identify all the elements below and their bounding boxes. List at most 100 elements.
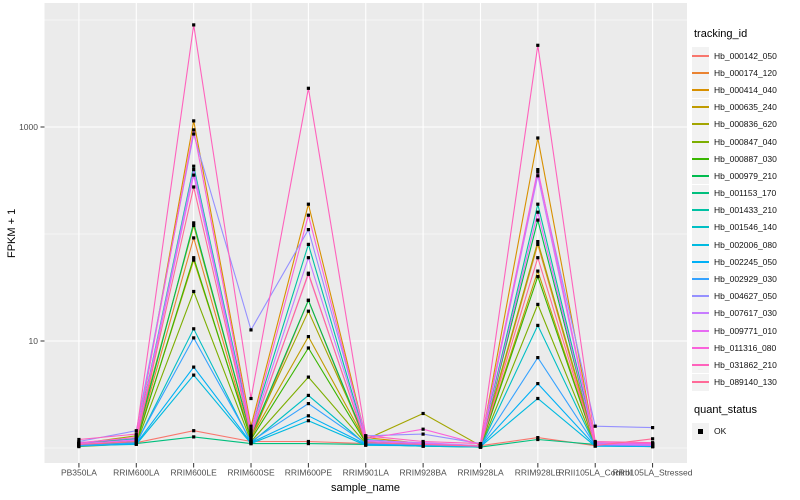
series-color-line-icon xyxy=(692,226,709,229)
x-tick-label: RRIM901LA xyxy=(343,468,390,478)
legend-key-swatch xyxy=(692,236,709,254)
legend-item-label: Hb_002006_080 xyxy=(714,239,777,250)
legend-key-swatch xyxy=(692,422,709,440)
legend-key-swatch xyxy=(692,167,709,185)
data-point xyxy=(249,437,253,442)
data-point xyxy=(192,365,196,369)
data-point xyxy=(192,435,196,439)
x-tick-label: RRIM600LE xyxy=(170,468,217,478)
legend-item-Hb_001153_170: Hb_001153_170 xyxy=(692,184,798,202)
legend-key-swatch xyxy=(692,115,709,133)
data-point xyxy=(306,393,310,397)
series-color-line-icon xyxy=(692,363,709,366)
data-point xyxy=(306,402,310,406)
y-tick-label: 10 xyxy=(29,336,39,346)
x-tick-label: RRIM600SE xyxy=(227,468,275,478)
legend-key-swatch xyxy=(692,201,709,219)
data-point xyxy=(77,437,81,442)
series-color-line-icon xyxy=(692,381,709,384)
legend-item-label: Hb_000887_030 xyxy=(714,153,777,164)
legend-item-Hb_002929_030: Hb_002929_030 xyxy=(692,270,798,288)
data-point xyxy=(536,168,540,172)
data-point xyxy=(536,242,540,246)
series-color-line-icon xyxy=(692,88,709,91)
data-point xyxy=(421,439,425,444)
data-point xyxy=(249,439,253,444)
data-point xyxy=(306,309,310,313)
legend-item-Hb_011316_080: Hb_011316_080 xyxy=(692,339,798,357)
data-point xyxy=(593,439,597,444)
data-point xyxy=(306,213,310,217)
data-point xyxy=(536,202,540,206)
data-point xyxy=(192,258,196,262)
series-color-line-icon xyxy=(692,243,709,246)
x-tick-label: PB350LA xyxy=(61,468,97,478)
legend-key-swatch xyxy=(692,304,709,322)
data-point xyxy=(306,228,310,232)
data-point xyxy=(249,432,253,436)
legend-item-Hb_000414_040: Hb_000414_040 xyxy=(692,81,798,99)
legend-key-swatch xyxy=(692,47,709,65)
data-point xyxy=(593,424,597,428)
data-point xyxy=(192,23,196,27)
data-point xyxy=(134,434,138,438)
legend-key-swatch xyxy=(692,356,709,374)
legend-item-label: Hb_001546_140 xyxy=(714,222,777,233)
data-point xyxy=(306,242,310,246)
data-point xyxy=(364,434,368,438)
legend-item-Hb_000635_240: Hb_000635_240 xyxy=(692,98,798,116)
legend-key-swatch xyxy=(692,133,709,151)
data-point xyxy=(134,439,138,444)
series-color-line-icon xyxy=(692,312,709,315)
data-point xyxy=(192,223,196,228)
legend-item-label: Hb_001433_210 xyxy=(714,205,777,216)
data-point xyxy=(192,289,196,294)
legend-item-label: OK xyxy=(714,426,727,437)
series-color-line-icon xyxy=(692,140,709,143)
x-tick-label: RRIM928LE xyxy=(515,468,562,478)
legend-title-quant-status: quant_status xyxy=(694,403,757,416)
data-point xyxy=(536,323,540,327)
data-point xyxy=(192,185,196,189)
black-square-point-icon xyxy=(698,429,703,434)
legend-item-Hb_000142_050: Hb_000142_050 xyxy=(692,47,798,65)
legend-item-Hb_031862_210: Hb_031862_210 xyxy=(692,356,798,374)
legend-item-label: Hb_001153_170 xyxy=(714,188,777,199)
legend-item-label: Hb_004627_050 xyxy=(714,291,777,302)
data-point xyxy=(192,132,196,136)
data-point xyxy=(306,298,310,302)
legend-key-swatch xyxy=(692,287,709,305)
legend-key-swatch xyxy=(692,150,709,168)
data-point xyxy=(249,436,253,440)
data-point xyxy=(536,436,540,440)
data-point xyxy=(306,346,310,350)
series-color-line-icon xyxy=(692,174,709,177)
data-point xyxy=(192,173,196,177)
legend-key-swatch xyxy=(692,81,709,99)
data-point xyxy=(192,429,196,433)
data-point xyxy=(306,86,310,90)
data-point xyxy=(192,256,196,260)
legend-item-label: Hb_000836_620 xyxy=(714,119,777,130)
x-tick-label: RRII105LA_Control xyxy=(558,468,632,478)
series-color-line-icon xyxy=(692,123,709,126)
data-point xyxy=(536,396,540,401)
legend-key-swatch xyxy=(692,373,709,391)
legend-item-label: Hb_000635_240 xyxy=(714,102,777,113)
series-color-line-icon xyxy=(692,54,709,57)
series-color-line-icon xyxy=(692,346,709,349)
data-point xyxy=(249,424,253,428)
legend-item-Hb_000887_030: Hb_000887_030 xyxy=(692,150,798,168)
legend-item-Hb_009771_010: Hb_009771_010 xyxy=(692,322,798,340)
y-axis-title: FPKM + 1 xyxy=(6,208,18,258)
x-tick-label: RRII105LA_Stressed xyxy=(613,468,693,478)
data-point xyxy=(306,202,310,206)
legend-key-swatch xyxy=(692,218,709,236)
data-point xyxy=(364,441,368,445)
legend-key-swatch xyxy=(692,253,709,271)
data-point xyxy=(536,256,540,260)
legend-item-Hb_004627_050: Hb_004627_050 xyxy=(692,287,798,305)
legend-item-Hb_007617_030: Hb_007617_030 xyxy=(692,304,798,322)
data-point xyxy=(306,439,310,444)
